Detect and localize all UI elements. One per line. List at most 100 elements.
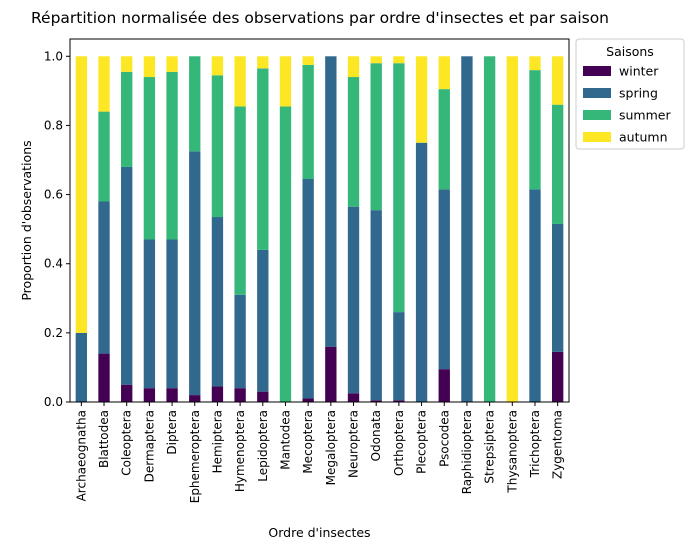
y-axis: 0.0 0.2 0.4 0.6 0.8 1.0 (44, 49, 70, 409)
bar-segment-spring (143, 239, 156, 389)
bar-segment-summer (121, 71, 133, 167)
x-tick-label: Blattodea (97, 410, 111, 468)
bar-segment-spring (189, 151, 201, 396)
bar-segment-spring (257, 249, 269, 392)
legend-label-autumn: autumn (619, 130, 668, 145)
x-tick-label: Lepidoptera (256, 410, 270, 482)
x-tick-label: Orthoptera (392, 410, 406, 476)
bar-segment-spring (393, 312, 405, 401)
bar-segment-autumn (211, 56, 224, 76)
x-tick-label: Mecoptera (301, 410, 315, 474)
bar-segment-winter (347, 393, 360, 402)
bar-segment-autumn (257, 56, 269, 69)
bar-segment-spring (234, 294, 246, 389)
bar-segment-summer (211, 75, 224, 218)
x-tick-label: Psocodea (437, 410, 451, 467)
y-tick-label: 0.0 (44, 395, 63, 409)
bar-segment-spring (529, 189, 541, 402)
chart-title: Répartition normalisée des observations … (31, 9, 609, 27)
bar-segment-summer (370, 63, 382, 211)
bar-segment-autumn (551, 56, 564, 105)
bar-segment-summer (393, 63, 405, 313)
bar-segment-autumn (302, 56, 314, 65)
bar-segment-winter (438, 369, 450, 402)
bar-segment-summer (483, 56, 496, 402)
x-tick-label: Trichoptera (528, 410, 542, 478)
bar-segment-autumn (279, 56, 292, 107)
x-tick-label: Raphidioptera (460, 410, 474, 494)
x-tick-label: Hymenoptera (233, 410, 247, 492)
bar-segment-winter (166, 388, 178, 402)
bar-segment-autumn (370, 56, 382, 64)
bar-segment-spring (121, 166, 133, 385)
y-tick-label: 1.0 (44, 49, 63, 63)
bar-segment-winter (302, 398, 314, 402)
x-tick-label: Diptera (165, 410, 179, 455)
legend-swatch-winter (583, 66, 611, 76)
bar-segment-spring (166, 239, 178, 389)
bar-segment-winter (551, 351, 564, 402)
bar-segment-summer (166, 71, 178, 240)
bar-segment-spring (461, 56, 473, 402)
y-axis-label: Proportion d'observations (19, 140, 34, 300)
x-tick-label: Mantodea (278, 410, 292, 470)
legend-swatch-summer (583, 110, 611, 120)
y-tick-label: 0.8 (44, 118, 63, 132)
bar-segment-autumn (415, 56, 428, 143)
bar-segment-summer (234, 106, 246, 295)
legend: Saisons winter spring summer autumn (575, 38, 685, 150)
x-tick-label: Thysanoptera (505, 410, 519, 494)
bar-segment-winter (121, 384, 133, 402)
plot-frame (69, 38, 570, 403)
x-axis: Archaeognatha Blattodea Coleoptera Dermapte… (74, 402, 565, 503)
bar-segment-spring (551, 223, 564, 352)
bar-segment-spring (347, 206, 360, 394)
bar-segment-summer (438, 89, 450, 190)
bar-segment-summer (143, 77, 156, 240)
bar-segment-autumn (121, 56, 133, 72)
bar-segment-summer (279, 106, 292, 402)
bar-segment-summer (347, 77, 360, 207)
bar-segment-autumn (143, 56, 156, 78)
bar-segment-summer (98, 111, 110, 202)
legend-label-spring: spring (619, 86, 658, 101)
bar-segment-summer (302, 64, 314, 180)
x-tick-label: Coleoptera (120, 410, 134, 476)
x-tick-label: Megaloptera (324, 410, 338, 485)
bar-segment-spring (438, 189, 450, 370)
bar-segment-spring (75, 332, 88, 402)
x-tick-label: Neuroptera (347, 410, 361, 478)
x-tick-label: Archaeognatha (74, 410, 88, 501)
bar-segment-winter (393, 400, 405, 402)
bar-segment-winter (257, 391, 269, 402)
bar-segment-spring (415, 142, 428, 402)
legend-title: Saisons (606, 44, 654, 59)
x-axis-label: Ordre d'insectes (268, 525, 370, 540)
x-tick-label: Strepsiptera (483, 410, 497, 484)
y-tick-label: 0.2 (44, 326, 63, 340)
bar-segment-autumn (347, 56, 360, 78)
y-tick-label: 0.6 (44, 188, 63, 202)
bar-segment-autumn (393, 56, 405, 64)
bar-segment-winter (98, 353, 110, 402)
bar-segment-summer (189, 56, 201, 152)
bar-segment-summer (257, 68, 269, 250)
bar-segment-spring (370, 210, 382, 401)
bar-segment-winter (370, 400, 382, 402)
x-tick-label: Ephemeroptera (188, 410, 202, 503)
bar-segment-autumn (75, 56, 88, 333)
bar-segment-autumn (506, 56, 518, 402)
bar-segment-spring (302, 179, 314, 399)
bar-segment-autumn (529, 56, 541, 71)
bar-segment-spring (325, 56, 337, 347)
bar-segment-autumn (98, 56, 110, 112)
bar-segment-winter (325, 346, 337, 402)
bar-segment-summer (551, 104, 564, 224)
legend-label-summer: summer (619, 108, 671, 123)
bar-segment-winter (211, 386, 224, 402)
x-tick-label: Dermaptera (142, 410, 156, 482)
y-tick-label: 0.4 (44, 257, 63, 271)
x-tick-label: Zygentoma (551, 410, 565, 479)
plot-bars (75, 56, 564, 402)
